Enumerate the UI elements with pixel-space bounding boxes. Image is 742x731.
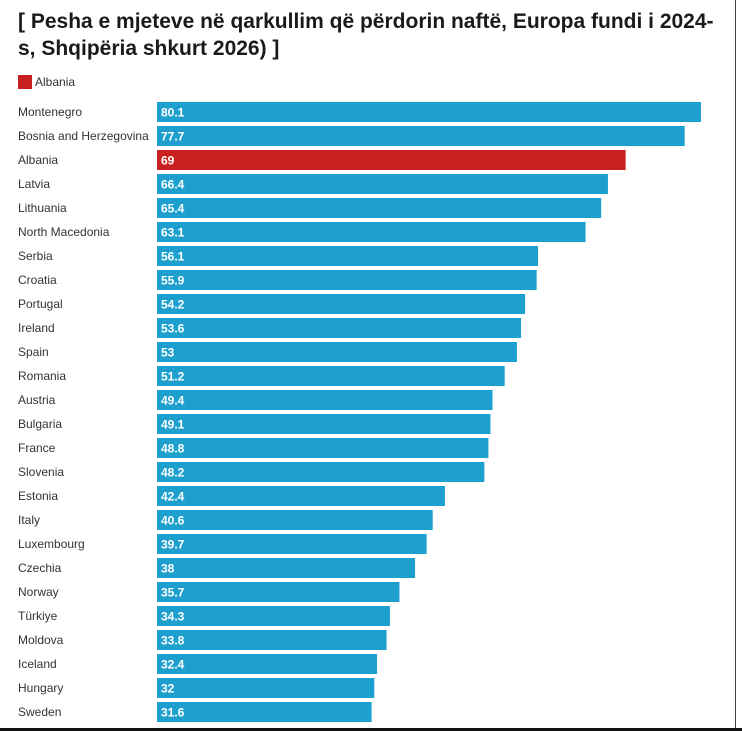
category-label-luxembourg: Luxembourg xyxy=(18,537,85,551)
category-label-italy: Italy xyxy=(18,513,40,527)
value-label-slovenia: 48.2 xyxy=(161,466,185,480)
legend-swatch-albania xyxy=(18,75,32,89)
category-label-ireland: Ireland xyxy=(18,321,55,335)
bar-italy xyxy=(157,510,433,530)
bar-ireland xyxy=(157,318,522,338)
value-label-north-macedonia: 63.1 xyxy=(161,226,185,240)
category-label-latvia: Latvia xyxy=(18,177,50,191)
category-label-serbia: Serbia xyxy=(18,249,53,263)
category-label-croatia: Croatia xyxy=(18,273,57,287)
bar-lithuania xyxy=(157,198,602,218)
bar-albania xyxy=(157,150,626,170)
legend: Albania xyxy=(18,75,75,89)
value-label-t-rkiye: 34.3 xyxy=(161,610,185,624)
bar-croatia xyxy=(157,270,537,290)
category-label-hungary: Hungary xyxy=(18,681,63,695)
bar-spain xyxy=(157,342,517,362)
value-label-norway: 35.7 xyxy=(161,586,185,600)
chart-title: [ Pesha e mjeteve në qarkullim që përdor… xyxy=(18,10,714,60)
value-label-albania: 69 xyxy=(161,154,175,168)
bar-montenegro xyxy=(157,102,701,122)
value-label-italy: 40.6 xyxy=(161,514,185,528)
value-label-bulgaria: 49.1 xyxy=(161,418,185,432)
category-label-north-macedonia: North Macedonia xyxy=(18,225,110,239)
value-label-portugal: 54.2 xyxy=(161,298,185,312)
value-label-luxembourg: 39.7 xyxy=(161,538,185,552)
value-label-lithuania: 65.4 xyxy=(161,202,185,216)
category-label-austria: Austria xyxy=(18,393,56,407)
bar-moldova xyxy=(157,630,387,650)
bar-hungary xyxy=(157,678,375,698)
bar-sweden xyxy=(157,702,372,722)
value-label-serbia: 56.1 xyxy=(161,250,185,264)
category-label-spain: Spain xyxy=(18,345,49,359)
value-label-romania: 51.2 xyxy=(161,370,185,384)
category-label-albania: Albania xyxy=(18,153,58,167)
frame-bottom-border xyxy=(0,728,742,731)
category-label-bulgaria: Bulgaria xyxy=(18,417,62,431)
category-label-romania: Romania xyxy=(18,369,66,383)
value-label-spain: 53 xyxy=(161,346,175,360)
bar-estonia xyxy=(157,486,445,506)
value-label-moldova: 33.8 xyxy=(161,634,185,648)
bar-luxembourg xyxy=(157,534,427,554)
value-label-latvia: 66.4 xyxy=(161,178,185,192)
category-label-portugal: Portugal xyxy=(18,297,63,311)
bar-slovenia xyxy=(157,462,485,482)
category-label-t-rkiye: Türkiye xyxy=(18,609,58,623)
value-label-france: 48.8 xyxy=(161,442,185,456)
bar-czechia xyxy=(157,558,416,578)
category-label-iceland: Iceland xyxy=(18,657,57,671)
legend-label-albania: Albania xyxy=(35,75,76,89)
bar-bosnia-and-herzegovina xyxy=(157,126,685,146)
value-label-czechia: 38 xyxy=(161,562,175,576)
bar-austria xyxy=(157,390,493,410)
category-label-moldova: Moldova xyxy=(18,633,64,647)
bar-latvia xyxy=(157,174,608,194)
category-label-sweden: Sweden xyxy=(18,705,61,719)
value-label-sweden: 31.6 xyxy=(161,706,185,720)
bar-serbia xyxy=(157,246,539,266)
category-label-montenegro: Montenegro xyxy=(18,105,82,119)
bar-iceland xyxy=(157,654,378,674)
category-label-czechia: Czechia xyxy=(18,561,62,575)
bar-france xyxy=(157,438,489,458)
bar-north-macedonia xyxy=(157,222,586,242)
value-label-bosnia-and-herzegovina: 77.7 xyxy=(161,130,185,144)
category-label-slovenia: Slovenia xyxy=(18,465,64,479)
value-label-austria: 49.4 xyxy=(161,394,185,408)
bar-portugal xyxy=(157,294,526,314)
frame-right-border xyxy=(735,0,736,731)
bar-bulgaria xyxy=(157,414,491,434)
bar-romania xyxy=(157,366,505,386)
category-label-bosnia-and-herzegovina: Bosnia and Herzegovina xyxy=(18,129,149,143)
bar-t-rkiye xyxy=(157,606,390,626)
value-label-montenegro: 80.1 xyxy=(161,106,185,120)
bar-norway xyxy=(157,582,400,602)
value-label-estonia: 42.4 xyxy=(161,490,185,504)
value-label-iceland: 32.4 xyxy=(161,658,185,672)
value-label-croatia: 55.9 xyxy=(161,274,185,288)
value-label-ireland: 53.6 xyxy=(161,322,185,336)
category-label-france: France xyxy=(18,441,56,455)
value-label-hungary: 32 xyxy=(161,682,175,696)
category-label-estonia: Estonia xyxy=(18,489,58,503)
category-label-norway: Norway xyxy=(18,585,59,599)
category-label-lithuania: Lithuania xyxy=(18,201,67,215)
